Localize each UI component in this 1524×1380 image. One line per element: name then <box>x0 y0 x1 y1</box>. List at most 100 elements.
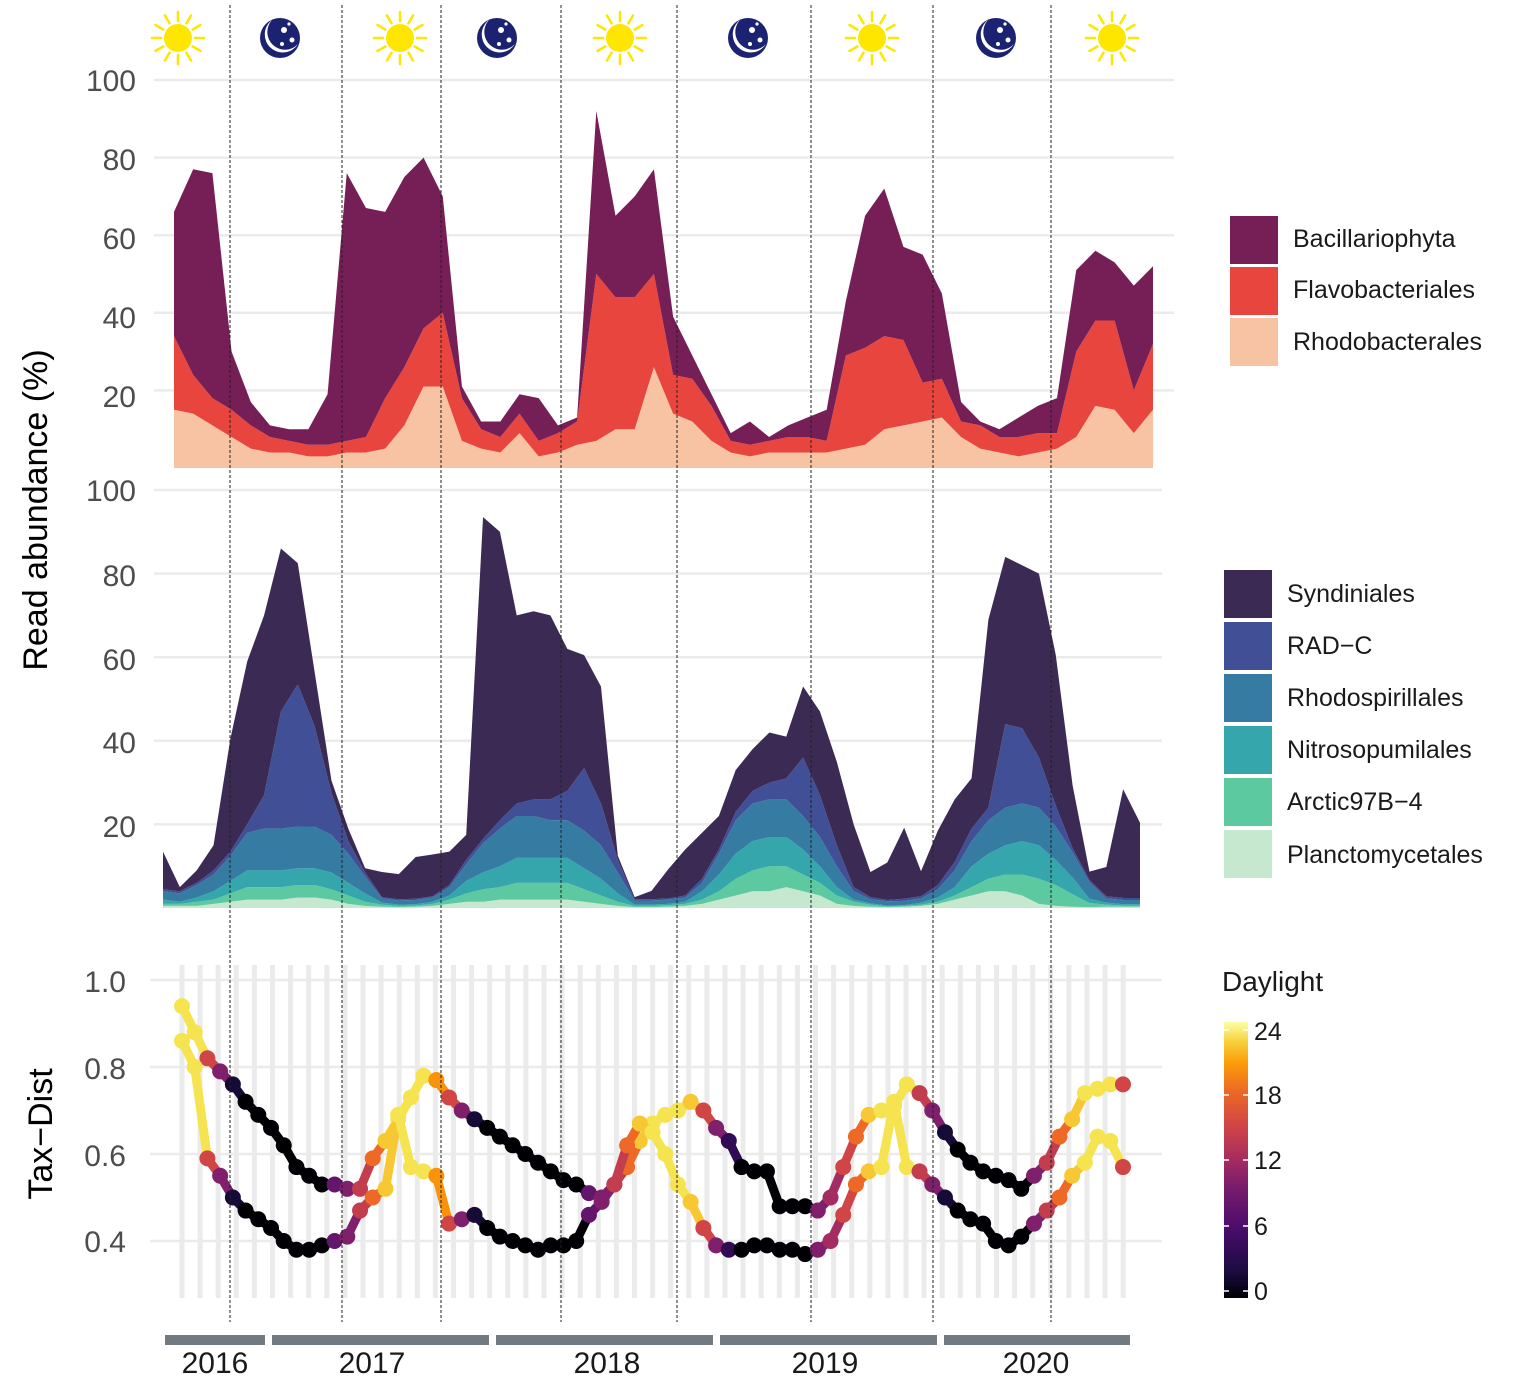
data-point <box>657 1146 674 1162</box>
data-point <box>758 1237 775 1254</box>
data-point <box>1038 1154 1055 1171</box>
data-point <box>847 1176 864 1193</box>
year-bar-2019 <box>720 1335 937 1345</box>
data-point <box>1064 1111 1081 1128</box>
legend-label-nitrosopumilales: Nitrosopumilales <box>1287 736 1472 764</box>
data-point <box>1013 1180 1030 1197</box>
data-point <box>275 1137 292 1154</box>
data-point <box>174 1032 190 1049</box>
data-point <box>390 1106 407 1123</box>
data-point <box>898 1159 915 1176</box>
data-point <box>873 1159 890 1176</box>
bot-ytick-0.6: 0.6 <box>84 1140 126 1173</box>
data-point <box>326 1176 343 1193</box>
data-point <box>352 1180 369 1197</box>
mid-ytick-80: 80 <box>103 560 136 593</box>
data-point <box>301 1167 318 1184</box>
data-point <box>898 1076 915 1093</box>
data-point <box>186 1024 203 1041</box>
legend-swatch-arctic97b-4 <box>1224 778 1272 826</box>
data-point <box>377 1180 394 1197</box>
year-bar-2020 <box>944 1335 1130 1345</box>
data-point <box>936 1189 953 1206</box>
data-point <box>1051 1189 1068 1206</box>
data-point <box>720 1132 737 1149</box>
data-point <box>962 1211 979 1228</box>
top-ytick-80: 80 <box>103 144 136 177</box>
data-point <box>949 1202 966 1219</box>
top-ytick-100: 100 <box>86 65 136 98</box>
year-bar-2016 <box>165 1335 265 1345</box>
daylight-colorbar: Daylight 24 18 12 6 0 <box>1222 966 1323 1306</box>
legend-label-flavobacteriales: Flavobacteriales <box>1293 276 1475 304</box>
data-point <box>466 1111 483 1128</box>
year-dividers <box>229 5 1052 1322</box>
legend-swatch-nitrosopumilales <box>1224 726 1272 774</box>
legend-swatch-bacillariophyta <box>1230 216 1278 264</box>
line-segment <box>393 1110 416 1172</box>
data-point <box>212 1167 229 1184</box>
data-point <box>1102 1076 1119 1093</box>
legend-swatch-rhodospirillales <box>1224 674 1272 722</box>
data-point <box>657 1106 674 1123</box>
bot-ytick-0.8: 0.8 <box>84 1053 126 1086</box>
moon-icon <box>728 18 768 58</box>
data-point <box>453 1102 470 1119</box>
data-point <box>364 1150 381 1167</box>
data-point <box>1051 1128 1068 1145</box>
colorbar-label-24: 24 <box>1254 1018 1282 1046</box>
data-point <box>720 1241 737 1258</box>
data-point <box>1089 1128 1106 1145</box>
data-point <box>606 1176 623 1193</box>
data-point <box>428 1167 445 1184</box>
top-ytick-60: 60 <box>103 223 136 256</box>
year-axis: 2016 2017 2018 2019 2020 <box>165 1335 1130 1380</box>
data-point <box>364 1189 381 1206</box>
colorbar-label-12: 12 <box>1254 1147 1282 1175</box>
data-point <box>224 1076 241 1093</box>
top-ytick-40: 40 <box>103 302 136 335</box>
data-point <box>313 1237 330 1254</box>
data-point <box>682 1193 699 1210</box>
data-point <box>1076 1085 1093 1102</box>
data-point <box>911 1163 928 1180</box>
year-label-2018: 2018 <box>574 1347 641 1380</box>
data-point <box>568 1176 585 1193</box>
data-point <box>313 1176 330 1193</box>
data-point <box>339 1180 356 1197</box>
data-point <box>199 1050 216 1067</box>
data-point <box>809 1202 826 1219</box>
data-point <box>797 1198 814 1215</box>
data-point <box>682 1093 699 1110</box>
season-icons <box>150 10 1140 66</box>
bottom-lines <box>174 998 1131 1263</box>
data-point <box>758 1163 775 1180</box>
data-point <box>263 1219 280 1236</box>
data-point <box>644 1124 661 1141</box>
legend-label-rad-c: RAD−C <box>1287 632 1372 660</box>
data-point <box>517 1237 534 1254</box>
data-point <box>1013 1228 1030 1245</box>
data-point <box>809 1241 826 1258</box>
data-point <box>936 1124 953 1141</box>
area-planctomycetales <box>163 887 1140 908</box>
data-point <box>479 1119 496 1136</box>
mid-ytick-20: 20 <box>103 811 136 844</box>
data-point <box>733 1241 750 1258</box>
data-point <box>568 1233 585 1249</box>
year-label-2017: 2017 <box>339 1347 406 1380</box>
data-point <box>593 1193 610 1210</box>
data-point <box>860 1163 877 1180</box>
line-segment <box>190 1062 212 1163</box>
year-label-2020: 2020 <box>1003 1347 1070 1380</box>
legend-label-arctic97b-4: Arctic97B−4 <box>1287 788 1423 816</box>
data-point <box>987 1233 1004 1249</box>
colorbar-label-6: 6 <box>1254 1213 1268 1241</box>
data-point <box>1115 1159 1131 1176</box>
data-point <box>695 1219 712 1236</box>
area-flavobacteriales <box>174 274 1153 457</box>
data-point <box>949 1141 966 1158</box>
data-point <box>1076 1154 1093 1171</box>
data-point <box>1000 1172 1017 1189</box>
data-point <box>250 1211 267 1228</box>
